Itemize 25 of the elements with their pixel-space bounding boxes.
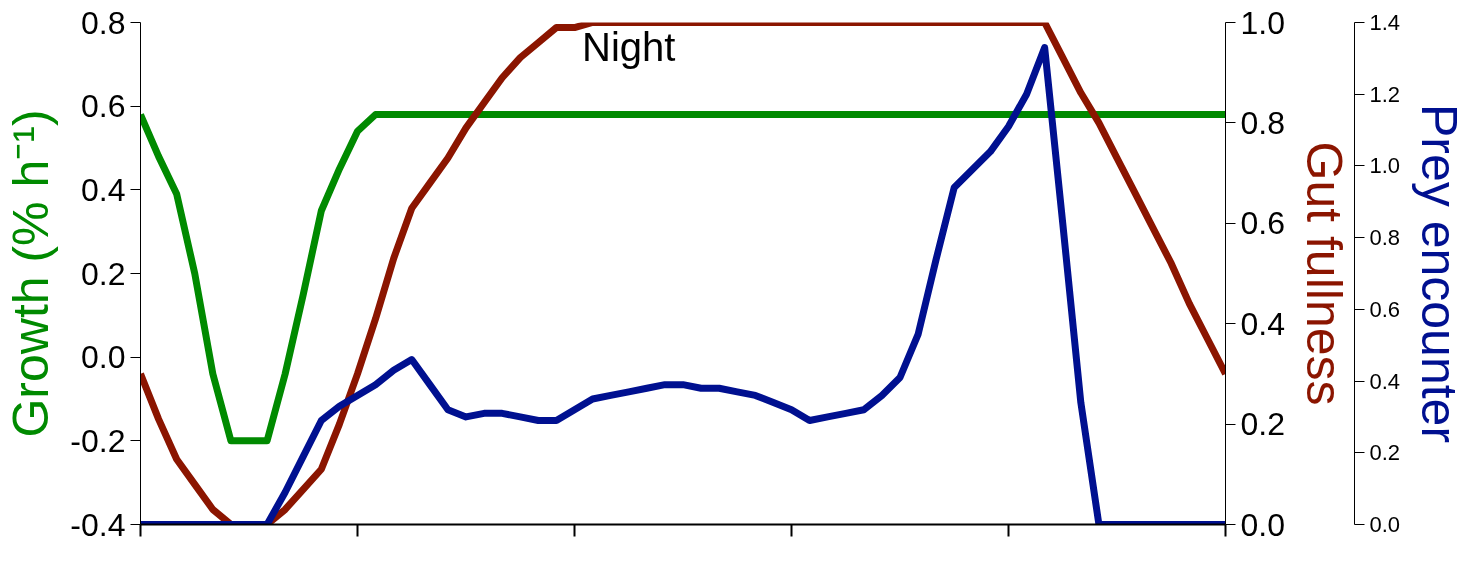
y3-tick-label: 0.2 (1369, 440, 1401, 466)
y-tick-label: 0.6 (81, 88, 126, 125)
y-tick-label: 0.2 (81, 255, 126, 292)
y-tick-label: 0.4 (81, 171, 126, 208)
y2-tick-label: 0.0 (1240, 506, 1285, 543)
y2-tick-label: 0.2 (1240, 406, 1285, 443)
y-tick-label: 0.0 (81, 339, 126, 376)
y3-tick-label: 1.2 (1369, 81, 1401, 107)
y3-axis-title: Prey encounter (1411, 103, 1468, 444)
y2-tick-label: 0.4 (1240, 305, 1285, 342)
y-axis-title: Growth (% h⁻¹) (3, 109, 60, 438)
y2-tick-label: 1.0 (1240, 4, 1285, 41)
y-tick-label: -0.4 (70, 506, 126, 543)
y3-tick-label: 0.4 (1369, 368, 1401, 394)
y-tick-label: 0.8 (81, 4, 126, 41)
y2-tick-label: 0.6 (1240, 205, 1285, 242)
y3-tick-label: 0.0 (1369, 512, 1401, 537)
y3-tick-label: 0.6 (1369, 296, 1401, 322)
y-tick-label: -0.2 (70, 422, 126, 459)
y2-axis-title: Gut fullness (1295, 141, 1352, 406)
y3-tick-label: 1.0 (1369, 153, 1401, 179)
y2-tick-label: 0.8 (1240, 104, 1285, 141)
annotation: Night (582, 24, 676, 69)
y3-tick-label: 0.8 (1369, 225, 1401, 251)
y3-tick-label: 1.4 (1369, 10, 1401, 35)
